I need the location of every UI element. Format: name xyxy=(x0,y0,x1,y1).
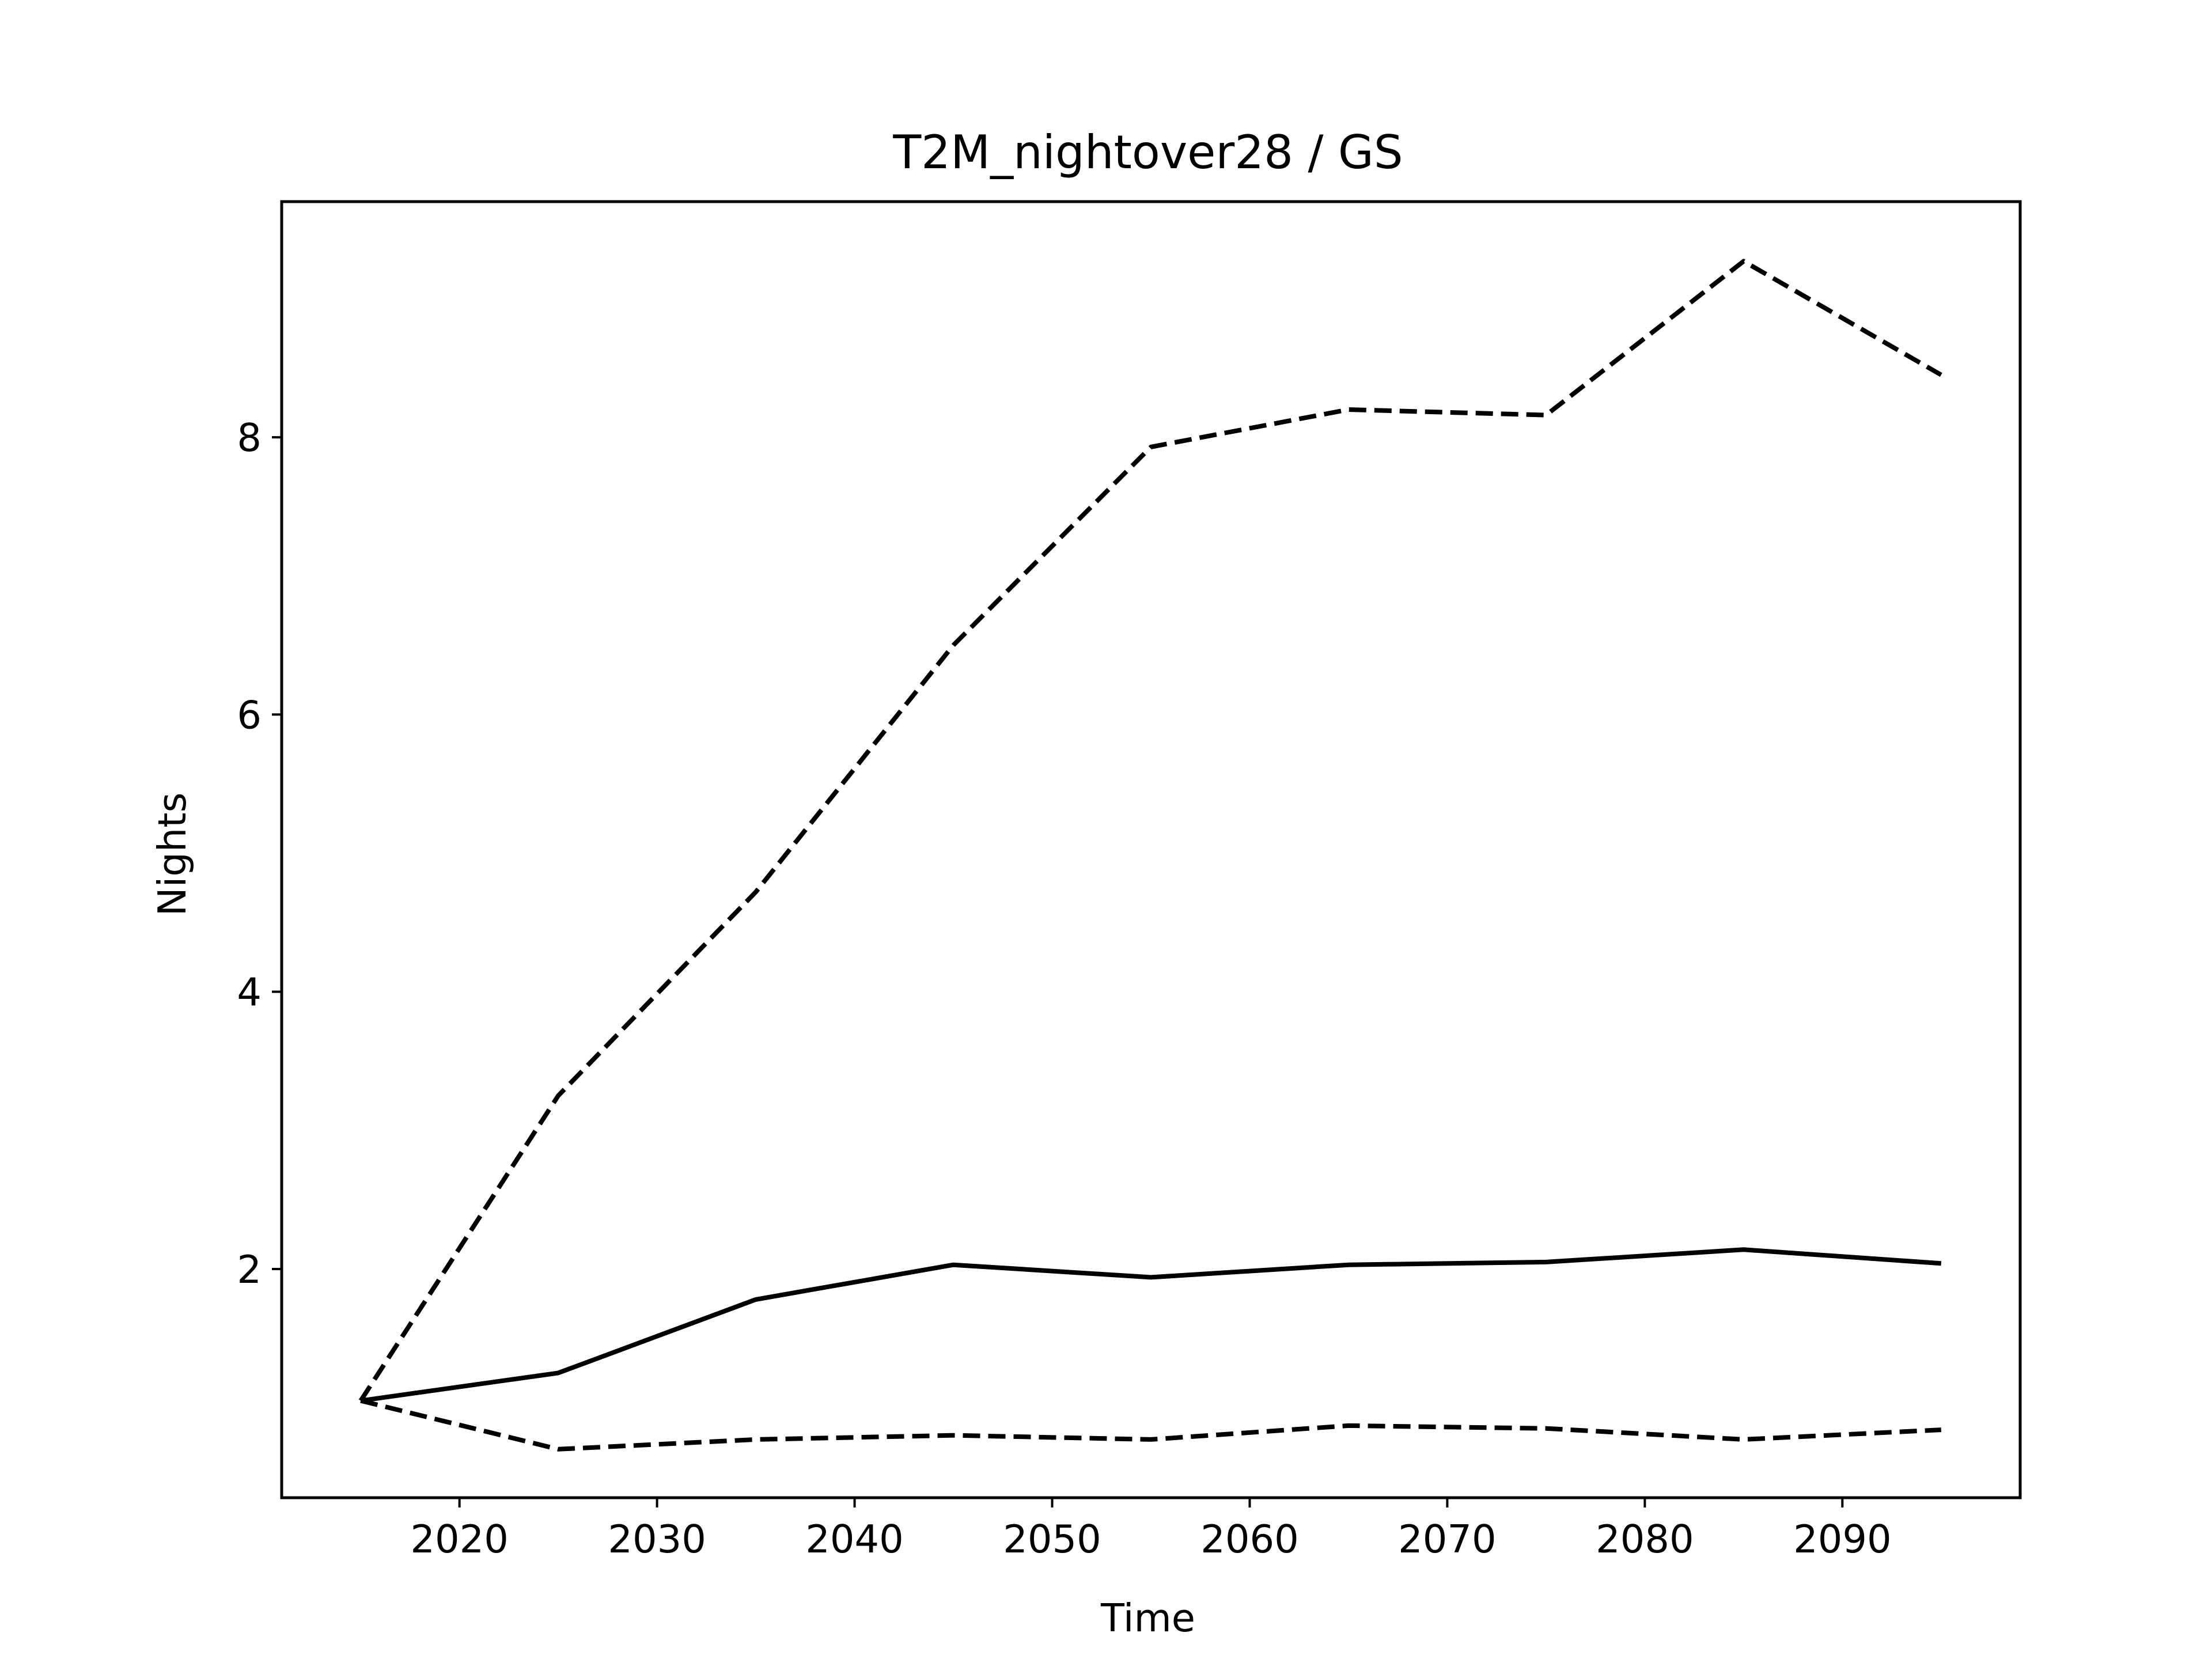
x-tick-label: 2080 xyxy=(1596,1517,1694,1562)
y-axis-label: Nights xyxy=(150,793,195,916)
series-line-3 xyxy=(360,1398,1941,1452)
ticks-layer: 2020 2030 2040 2050 2060 2070 2080 2090 2 4 6 8 xyxy=(237,415,1891,1562)
plot-frame xyxy=(280,200,2022,1499)
x-tick-label: 2090 xyxy=(1793,1517,1892,1562)
y-tick-label: 8 xyxy=(237,415,262,460)
series-line-2 xyxy=(360,1247,1942,1403)
y-tick-label: 4 xyxy=(237,970,262,1015)
y-tick-label: 6 xyxy=(237,692,262,737)
x-tick-label: 2020 xyxy=(410,1517,509,1562)
series-line-1 xyxy=(358,259,1942,1402)
x-tick-label: 2060 xyxy=(1200,1517,1299,1562)
x-tick-label: 2070 xyxy=(1398,1517,1497,1562)
x-axis-label: Time xyxy=(1100,1596,1195,1641)
series-layer xyxy=(358,259,1942,1452)
x-tick-label: 2040 xyxy=(805,1517,904,1562)
x-tick-label: 2050 xyxy=(1003,1517,1101,1562)
y-tick-label: 2 xyxy=(237,1247,262,1292)
chart-title: T2M_nightover28 / GS xyxy=(892,126,1403,179)
x-tick-label: 2030 xyxy=(608,1517,706,1562)
